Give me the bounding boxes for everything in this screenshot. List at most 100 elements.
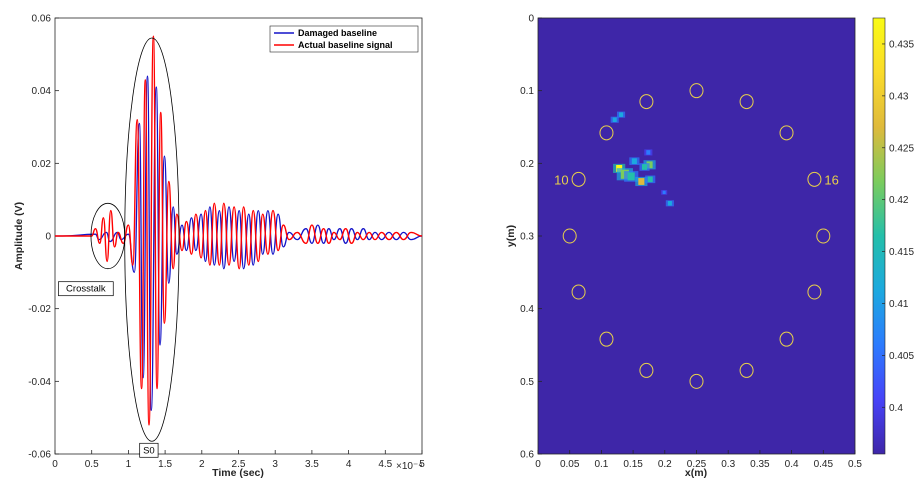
sensor-ring — [807, 284, 822, 300]
sensor-ring — [571, 171, 586, 187]
x-tick-label: 0.15 — [623, 459, 643, 470]
hotspot-core — [667, 201, 672, 206]
map-x-axis-label: x(m) — [685, 467, 707, 479]
hotspot-core — [612, 117, 617, 123]
sensor-label: 10 — [554, 172, 568, 187]
sensor-ring — [816, 228, 831, 244]
signal-annotations: Crosstalk S0 — [58, 37, 180, 458]
hotspot-core — [641, 164, 648, 170]
annotation-label: Crosstalk — [66, 284, 106, 295]
damage-map-axis-ticks: 0 0.05 0.1 0.15 0.2 0.25 0.3 0.35 0.4 0.45 0.5 0 0.1… — [520, 14, 862, 471]
sensor-label: 16 — [824, 172, 838, 187]
x-tick-label: 1 — [126, 459, 132, 470]
x-tick-label: 3 — [272, 459, 278, 470]
map-y-axis-label: y(m) — [505, 225, 517, 247]
x-tick-label: 0.2 — [658, 459, 672, 470]
signal-y-axis-label: Amplitude (V) — [13, 202, 25, 270]
x-tick-label: 0 — [52, 459, 58, 470]
sensor-ring — [639, 94, 654, 110]
damage-map-area — [538, 18, 855, 454]
y-tick-label: 0 — [528, 14, 534, 25]
series-line-actual — [55, 35, 423, 426]
sensor-ring — [571, 284, 586, 300]
hotspot-core — [638, 178, 645, 185]
y-tick-label: 0.6 — [520, 450, 534, 461]
y-tick-label: 0.04 — [32, 86, 52, 97]
x-tick-label: 0.5 — [848, 459, 862, 470]
signal-legend: Damaged baseline Actual baseline signal — [269, 25, 419, 53]
colorbar-ticks: 0.435 0.43 0.425 0.42 0.415 0.41 0.405 0.4 — [882, 39, 914, 414]
sensor-ring — [807, 171, 822, 187]
x-tick-label: 0.3 — [721, 459, 735, 470]
y-tick-label: 0.1 — [520, 86, 534, 97]
x-tick-label: 0.5 — [85, 459, 99, 470]
sensor-ring — [562, 228, 577, 244]
x-tick-label: 0.35 — [750, 459, 770, 470]
colorbar-tick-label: 0.42 — [889, 195, 909, 206]
y-tick-label: 0.2 — [520, 159, 534, 170]
x-tick-label: 3.5 — [305, 459, 319, 470]
signal-x-exponent: ×10⁻⁴ — [396, 461, 423, 472]
sensor-ring — [779, 331, 794, 347]
x-tick-label: 1.5 — [158, 459, 172, 470]
signal-axis-ticks: 0 0.5 1 1.5 2 2.5 3 3.5 4 4.5 5 0.06 0.04 0.02 0 -0.02 -… — [28, 14, 425, 471]
y-tick-label: -0.04 — [28, 377, 51, 388]
sensor-ring — [599, 331, 614, 347]
colorbar-tick-label: 0.425 — [889, 143, 914, 154]
y-tick-label: 0.06 — [32, 14, 52, 25]
series-line-damaged — [55, 75, 423, 412]
hotspot-core — [646, 150, 651, 155]
annotation-label: S0 — [143, 445, 155, 456]
y-tick-label: -0.06 — [28, 450, 51, 461]
x-tick-label: 4 — [346, 459, 352, 470]
x-tick-label: 0.45 — [814, 459, 834, 470]
x-tick-label: 2 — [199, 459, 205, 470]
x-tick-label: 2.5 — [232, 459, 246, 470]
x-tick-label: 0.1 — [594, 459, 608, 470]
x-tick-label: 0.4 — [785, 459, 799, 470]
colorbar-tick-label: 0.405 — [889, 351, 914, 362]
hotspot-core — [647, 176, 653, 183]
sensor-ring — [779, 125, 794, 141]
sensor-ring — [599, 125, 614, 141]
x-tick-label: 0.05 — [560, 459, 580, 470]
signal-chart: 0 0.5 1 1.5 2 2.5 3 3.5 4 4.5 5 0.06 0.04 0.02 0 -0.02 -… — [13, 14, 425, 480]
y-tick-label: 0.3 — [520, 232, 534, 243]
annotation-ellipse — [124, 37, 180, 442]
colorbar-tick-label: 0.435 — [889, 39, 914, 50]
legend-label-actual: Actual baseline signal — [298, 40, 393, 50]
hotspot-core — [627, 172, 635, 181]
y-tick-label: 0.4 — [520, 304, 534, 315]
y-tick-label: -0.02 — [28, 304, 51, 315]
annotation-box — [58, 281, 114, 297]
sensor-ring — [739, 362, 754, 378]
hotspot-core — [631, 158, 637, 165]
sensor-ring — [689, 373, 704, 389]
signal-series — [55, 35, 423, 426]
x-tick-label: 4.5 — [378, 459, 392, 470]
legend-label-damaged: Damaged baseline — [298, 28, 377, 38]
y-tick-label: 0 — [45, 232, 51, 243]
colorbar — [872, 17, 886, 455]
sensor-ring — [689, 83, 704, 99]
colorbar-tick-label: 0.4 — [889, 403, 903, 414]
colorbar-tick-label: 0.41 — [889, 299, 909, 310]
hotspot-core — [662, 190, 666, 195]
signal-x-axis-label: Time (sec) — [212, 467, 264, 479]
y-tick-label: 0.02 — [32, 159, 52, 170]
colorbar-tick-label: 0.415 — [889, 247, 914, 258]
annotation-box — [139, 442, 159, 458]
sensor-ring — [639, 362, 654, 378]
damage-hotspots — [610, 111, 674, 207]
colorbar-tick-label: 0.43 — [889, 91, 909, 102]
x-tick-label: 0.25 — [687, 459, 707, 470]
sensor-ring — [739, 94, 754, 110]
y-tick-label: 0.5 — [520, 377, 534, 388]
legend-box — [269, 25, 419, 53]
hotspot-core — [619, 112, 624, 117]
x-tick-label: 0 — [535, 459, 541, 470]
x-tick-label: 5 — [419, 459, 425, 470]
